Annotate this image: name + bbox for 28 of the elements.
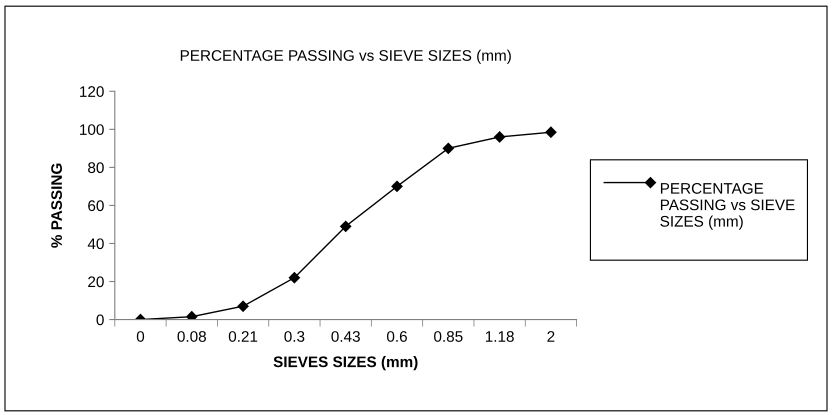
y-tick-label: 0 [96, 314, 104, 326]
x-tick-label: 0.43 [331, 331, 360, 342]
point [237, 300, 249, 312]
y-tick-label: 80 [88, 162, 104, 174]
x-tick-label: 0.3 [284, 331, 304, 342]
x-tick-label: 0 [136, 331, 144, 342]
y-tick-label: 40 [88, 238, 104, 250]
point [545, 126, 557, 138]
point [391, 180, 403, 192]
x-tick-label: 0.08 [178, 331, 206, 342]
point [288, 272, 300, 284]
y-tick-label: 120 [80, 86, 104, 97]
point [442, 142, 454, 154]
y-tick-label: 20 [88, 276, 104, 288]
x-tick-label: 0.85 [434, 331, 463, 342]
x-tick-label: 0.21 [228, 331, 258, 342]
point [340, 220, 352, 232]
x-tick-label: 0.6 [386, 331, 407, 342]
y-axis-title: % PASSING [51, 164, 62, 248]
x-tick-label: 2 [547, 331, 554, 342]
x-tick-label: 1.18 [486, 331, 514, 342]
y-tick-label: 100 [80, 124, 104, 136]
x-axis-title: SIEVES SIZES (mm) [274, 356, 418, 370]
chart-title: PERCENTAGE PASSING vs SIEVE SIZES (mm) [180, 50, 511, 64]
point [494, 131, 506, 143]
legend-label: PERCENTAGE PASSING vs SIEVE SIZES (mm) [660, 183, 795, 230]
y-tick-label: 60 [88, 200, 104, 212]
point [186, 311, 198, 320]
